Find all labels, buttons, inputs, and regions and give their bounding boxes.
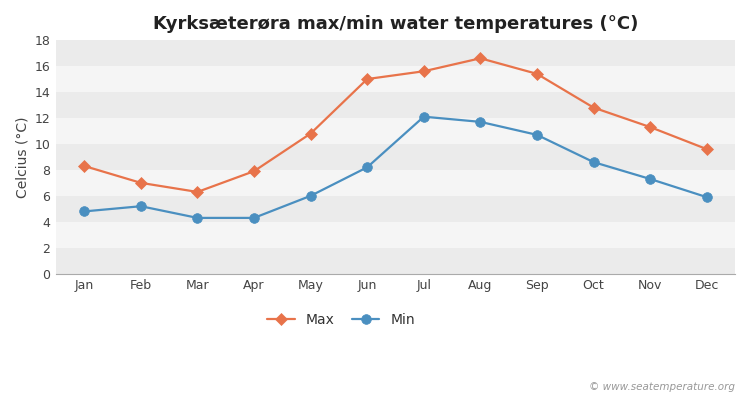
Line: Max: Max <box>80 54 711 196</box>
Max <box>250 169 259 174</box>
Bar <box>56 92 735 118</box>
Max <box>136 180 146 185</box>
Max <box>363 77 372 82</box>
Min <box>532 132 542 137</box>
Max <box>589 105 598 110</box>
Title: Kyrksæterøra max/min water temperatures (°C): Kyrksæterøra max/min water temperatures … <box>153 15 638 33</box>
Max <box>306 131 315 136</box>
Line: Min: Min <box>80 112 712 223</box>
Bar <box>56 196 735 222</box>
Text: © www.seatemperature.org: © www.seatemperature.org <box>589 382 735 392</box>
Min <box>80 209 88 214</box>
Max <box>80 164 88 168</box>
Min <box>306 194 315 198</box>
Min <box>136 204 146 209</box>
Bar <box>56 118 735 144</box>
Min <box>250 216 259 220</box>
Min <box>476 120 484 124</box>
Bar <box>56 40 735 66</box>
Min <box>589 160 598 164</box>
Min <box>419 114 428 119</box>
Max <box>419 69 428 74</box>
Legend: Max, Min: Max, Min <box>262 307 421 332</box>
Y-axis label: Celcius (°C): Celcius (°C) <box>15 116 29 198</box>
Bar <box>56 170 735 196</box>
Min <box>646 176 655 181</box>
Max <box>193 190 202 194</box>
Bar <box>56 222 735 248</box>
Min <box>363 165 372 170</box>
Bar <box>56 66 735 92</box>
Min <box>702 195 711 200</box>
Max <box>702 147 711 152</box>
Min <box>193 216 202 220</box>
Bar <box>56 144 735 170</box>
Max <box>646 125 655 130</box>
Max <box>532 72 542 76</box>
Bar <box>56 248 735 274</box>
Max <box>476 56 484 61</box>
